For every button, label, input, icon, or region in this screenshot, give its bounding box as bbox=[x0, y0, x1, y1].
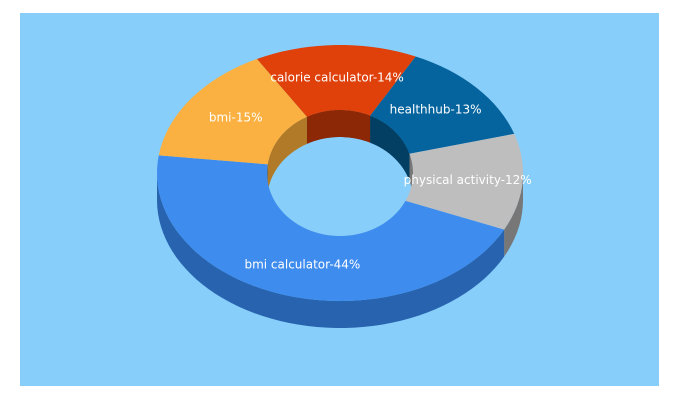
side-wall-2 bbox=[504, 173, 523, 257]
inner-wall-top-1 bbox=[370, 115, 410, 181]
slice-3[interactable] bbox=[157, 155, 505, 301]
side-wall-3 bbox=[157, 173, 505, 328]
slice-0[interactable] bbox=[256, 45, 416, 117]
slice-label-0: calorie calculator-14% bbox=[270, 71, 403, 85]
inner-wall-top-0 bbox=[306, 110, 371, 144]
chart-panel: calorie calculator-14% healthhub-13% physi… bbox=[20, 13, 659, 386]
slice-label-4: bmi-15% bbox=[209, 111, 263, 125]
inner-wall-top-4 bbox=[267, 116, 307, 192]
slice-2[interactable] bbox=[405, 133, 523, 230]
slice-1[interactable] bbox=[370, 56, 515, 154]
slice-4[interactable] bbox=[158, 58, 307, 165]
slice-sides bbox=[157, 173, 523, 328]
slice-label-1: healthhub-13% bbox=[390, 103, 482, 117]
slice-label-3: bmi calculator-44% bbox=[244, 257, 360, 271]
slice-label-2: physical activity-12% bbox=[404, 173, 532, 187]
donut-chart: calorie calculator-14% healthhub-13% physi… bbox=[20, 13, 659, 386]
slice-tops bbox=[157, 45, 523, 301]
slice-labels: calorie calculator-14% healthhub-13% physi… bbox=[209, 71, 532, 272]
